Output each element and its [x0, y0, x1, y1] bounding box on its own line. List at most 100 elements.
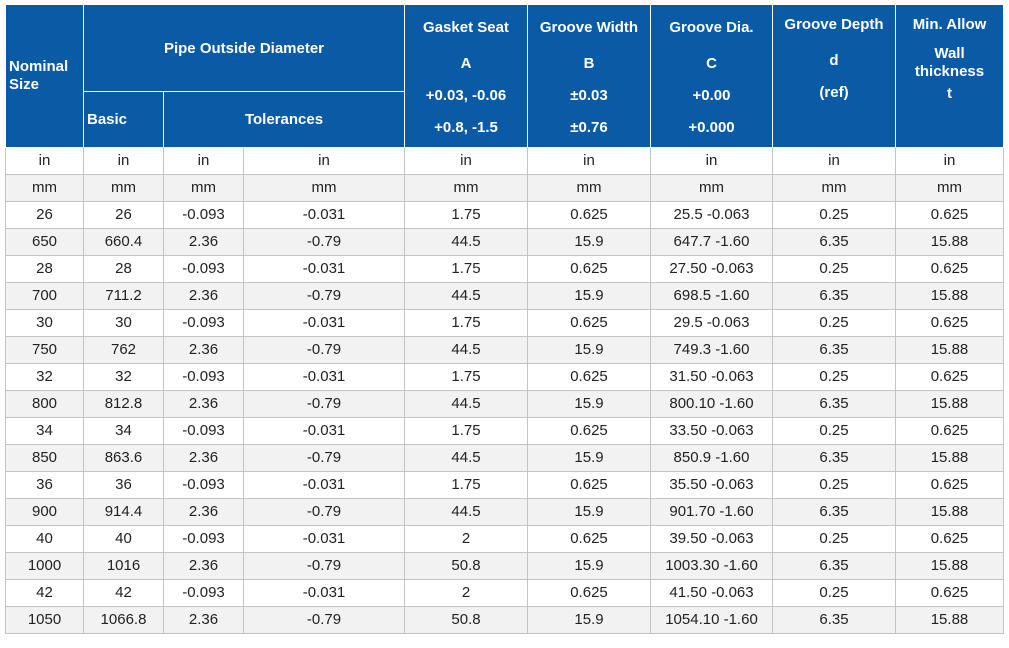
cell-groove-width: 0.625 — [527, 255, 651, 283]
cell-groove-width: 15.9 — [527, 498, 651, 526]
cell-groove-depth: in — [772, 147, 896, 175]
cell-basic: 1066.8 — [83, 606, 164, 634]
cell-tolerance-1: 2.36 — [163, 228, 244, 256]
header-groove-depth: Groove Depth d (ref) — [772, 4, 896, 148]
cell-tolerance-1: 2.36 — [163, 444, 244, 472]
cell-gasket-seat: 50.8 — [404, 552, 528, 580]
cell-tolerance-2: -0.79 — [243, 606, 405, 634]
cell-gasket-seat: 1.75 — [404, 471, 528, 499]
cell-tolerance-2: -0.79 — [243, 444, 405, 472]
cell-min-wall: 0.625 — [895, 255, 1004, 283]
cell-basic: 36 — [83, 471, 164, 499]
cell-tolerance-2: -0.031 — [243, 579, 405, 607]
cell-tolerance-2: -0.031 — [243, 255, 405, 283]
cell-min-wall: 0.625 — [895, 417, 1004, 445]
cell-basic: 863.6 — [83, 444, 164, 472]
cell-tolerance-2: -0.031 — [243, 363, 405, 391]
cell-min-wall: 0.625 — [895, 309, 1004, 337]
cell-groove-dia: 850.9 -1.60 — [650, 444, 773, 472]
header-pipe-outside-diameter: Pipe Outside Diameter — [83, 4, 405, 92]
cell-tolerance-1: -0.093 — [163, 579, 244, 607]
cell-groove-width: 0.625 — [527, 309, 651, 337]
cell-tolerance-2: -0.031 — [243, 471, 405, 499]
cell-tolerance-1: -0.093 — [163, 309, 244, 337]
table-row: 26 26 -0.093 -0.031 1.75 0.625 25.5 -0.063 0.25… — [5, 201, 1004, 229]
cell-tolerance-1: 2.36 — [163, 498, 244, 526]
cell-min-wall: 0.625 — [895, 471, 1004, 499]
cell-min-wall: 15.88 — [895, 606, 1004, 634]
cell-min-wall: mm — [895, 174, 1004, 202]
cell-nominal-size: 32 — [5, 363, 84, 391]
cell-tolerance-2: -0.79 — [243, 282, 405, 310]
cell-tolerance-2: -0.031 — [243, 417, 405, 445]
cell-gasket-seat: 2 — [404, 525, 528, 553]
cell-groove-dia: 800.10 -1.60 — [650, 390, 773, 418]
cell-groove-dia: 31.50 -0.063 — [650, 363, 773, 391]
cell-groove-dia: 698.5 -1.60 — [650, 282, 773, 310]
table-row: 1050 1066.8 2.36 -0.79 50.8 15.9 1054.10 -1.60… — [5, 606, 1004, 634]
cell-gasket-seat: 2 — [404, 579, 528, 607]
cell-tolerance-1: in — [163, 147, 244, 175]
cell-groove-depth: 0.25 — [772, 471, 896, 499]
cell-min-wall: in — [895, 147, 1004, 175]
cell-basic: 812.8 — [83, 390, 164, 418]
cell-groove-dia: 35.50 -0.063 — [650, 471, 773, 499]
cell-groove-depth: 6.35 — [772, 228, 896, 256]
cell-gasket-seat: 44.5 — [404, 282, 528, 310]
cell-nominal-size: mm — [5, 174, 84, 202]
cell-min-wall: 15.88 — [895, 390, 1004, 418]
cell-tolerance-1: -0.093 — [163, 417, 244, 445]
cell-nominal-size: 800 — [5, 390, 84, 418]
cell-basic: 1016 — [83, 552, 164, 580]
header-tolerances: Tolerances — [163, 91, 405, 148]
cell-basic: 34 — [83, 417, 164, 445]
table-row: 800 812.8 2.36 -0.79 44.5 15.9 800.10 -1.60 6.3… — [5, 390, 1004, 418]
cell-nominal-size: 40 — [5, 525, 84, 553]
cell-groove-dia: 39.50 -0.063 — [650, 525, 773, 553]
cell-nominal-size: 700 — [5, 282, 84, 310]
cell-tolerance-1: -0.093 — [163, 201, 244, 229]
cell-basic: 26 — [83, 201, 164, 229]
cell-tolerance-1: 2.36 — [163, 390, 244, 418]
cell-groove-depth: 0.25 — [772, 201, 896, 229]
cell-groove-dia: 27.50 -0.063 — [650, 255, 773, 283]
cell-groove-dia: 647.7 -1.60 — [650, 228, 773, 256]
cell-groove-width: mm — [527, 174, 651, 202]
cell-tolerance-2: -0.031 — [243, 525, 405, 553]
cell-groove-depth: 6.35 — [772, 552, 896, 580]
cell-basic: 30 — [83, 309, 164, 337]
header-nominal-size: Nominal Size — [5, 4, 84, 148]
cell-min-wall: 15.88 — [895, 498, 1004, 526]
cell-tolerance-2: -0.031 — [243, 309, 405, 337]
cell-nominal-size: in — [5, 147, 84, 175]
cell-basic: in — [83, 147, 164, 175]
cell-nominal-size: 28 — [5, 255, 84, 283]
cell-gasket-seat: mm — [404, 174, 528, 202]
cell-groove-dia: 1003.30 -1.60 — [650, 552, 773, 580]
cell-gasket-seat: 50.8 — [404, 606, 528, 634]
cell-gasket-seat: 44.5 — [404, 336, 528, 364]
table-row: 36 36 -0.093 -0.031 1.75 0.625 35.50 -0.063 0.2… — [5, 471, 1004, 499]
cell-groove-width: 15.9 — [527, 336, 651, 364]
cell-basic: mm — [83, 174, 164, 202]
cell-nominal-size: 850 — [5, 444, 84, 472]
table-row: 650 660.4 2.36 -0.79 44.5 15.9 647.7 -1.60 6.35… — [5, 228, 1004, 256]
cell-groove-depth: 6.35 — [772, 498, 896, 526]
table-row: 32 32 -0.093 -0.031 1.75 0.625 31.50 -0.063 0.2… — [5, 363, 1004, 391]
cell-min-wall: 15.88 — [895, 336, 1004, 364]
cell-groove-dia: in — [650, 147, 773, 175]
cell-groove-width: 0.625 — [527, 579, 651, 607]
cell-groove-depth: 0.25 — [772, 525, 896, 553]
cell-nominal-size: 26 — [5, 201, 84, 229]
cell-nominal-size: 42 — [5, 579, 84, 607]
cell-groove-depth: 0.25 — [772, 417, 896, 445]
cell-tolerance-1: 2.36 — [163, 282, 244, 310]
cell-gasket-seat: 44.5 — [404, 228, 528, 256]
cell-basic: 32 — [83, 363, 164, 391]
cell-nominal-size: 30 — [5, 309, 84, 337]
cell-groove-width: 0.625 — [527, 471, 651, 499]
cell-basic: 762 — [83, 336, 164, 364]
cell-gasket-seat: 1.75 — [404, 201, 528, 229]
cell-groove-depth: 6.35 — [772, 336, 896, 364]
cell-gasket-seat: 44.5 — [404, 444, 528, 472]
